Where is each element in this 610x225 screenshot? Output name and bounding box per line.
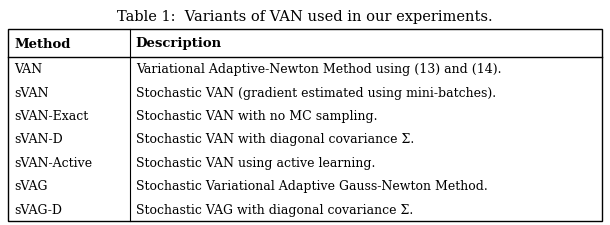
Text: sVAG-D: sVAG-D (14, 203, 62, 216)
Text: Table 1:  Variants of VAN used in our experiments.: Table 1: Variants of VAN used in our exp… (117, 10, 493, 24)
Text: sVAN-Exact: sVAN-Exact (14, 110, 88, 123)
Text: Stochastic VAN (gradient estimated using mini-batches).: Stochastic VAN (gradient estimated using… (136, 86, 496, 99)
Text: Description: Description (136, 37, 222, 50)
Text: Stochastic VAN with diagonal covariance Σ.: Stochastic VAN with diagonal covariance … (136, 133, 414, 146)
Text: VAN: VAN (14, 63, 42, 76)
Text: Variational Adaptive-Newton Method using (13) and (14).: Variational Adaptive-Newton Method using… (136, 63, 501, 76)
Text: sVAN-D: sVAN-D (14, 133, 63, 146)
Text: Stochastic VAG with diagonal covariance Σ.: Stochastic VAG with diagonal covariance … (136, 203, 413, 216)
Text: Stochastic VAN with no MC sampling.: Stochastic VAN with no MC sampling. (136, 110, 377, 123)
Text: sVAG: sVAG (14, 180, 48, 193)
Text: Stochastic VAN using active learning.: Stochastic VAN using active learning. (136, 156, 375, 169)
Text: Method: Method (14, 37, 70, 50)
Bar (8, 30, 602, 221)
Text: sVAN-Active: sVAN-Active (14, 156, 92, 169)
Text: Stochastic Variational Adaptive Gauss-Newton Method.: Stochastic Variational Adaptive Gauss-Ne… (136, 180, 487, 193)
Text: sVAN: sVAN (14, 86, 49, 99)
